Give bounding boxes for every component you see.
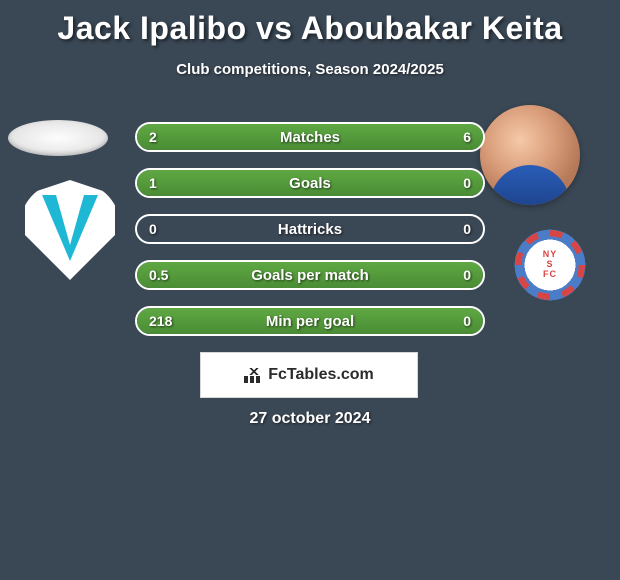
club-right-logo <box>500 215 600 315</box>
stat-bar: 26Matches <box>135 122 485 152</box>
watermark: FcTables.com <box>200 352 418 398</box>
stat-bar: 10Goals <box>135 168 485 198</box>
stat-bar: 2180Min per goal <box>135 306 485 336</box>
player-right-avatar <box>480 105 580 205</box>
stat-label: Hattricks <box>137 216 483 242</box>
stat-label: Goals <box>137 170 483 196</box>
title: Jack Ipalibo vs Aboubakar Keita <box>0 0 620 47</box>
club-left-logo <box>20 180 120 280</box>
stat-bar: 0.50Goals per match <box>135 260 485 290</box>
stat-label: Goals per match <box>137 262 483 288</box>
stat-label: Min per goal <box>137 308 483 334</box>
comparison-bars: 26Matches 10Goals 00Hattricks 0.50Goals per… <box>135 122 485 352</box>
subtitle: Club competitions, Season 2024/2025 <box>0 61 620 78</box>
chart-icon <box>244 367 264 383</box>
player-left-avatar <box>8 120 108 156</box>
date: 27 october 2024 <box>0 410 620 428</box>
stat-label: Matches <box>137 124 483 150</box>
watermark-text: FcTables.com <box>268 366 374 384</box>
stat-bar: 00Hattricks <box>135 214 485 244</box>
